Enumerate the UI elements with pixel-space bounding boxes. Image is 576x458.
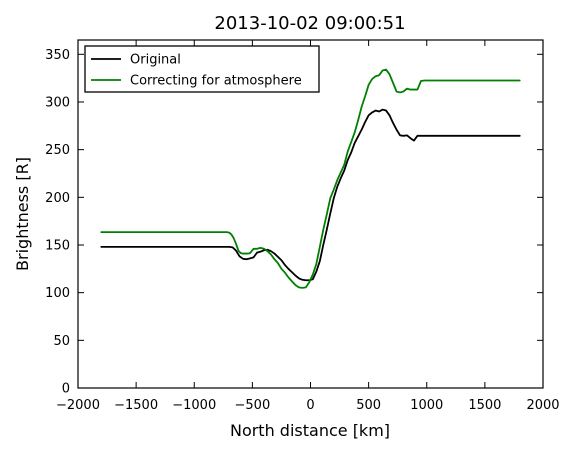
y-tick-label: 0 — [62, 382, 70, 397]
legend-label-correcting-for-atmosphere: Correcting for atmosphere — [130, 74, 302, 89]
x-tick-label: −1500 — [114, 398, 158, 413]
plot-frame — [77, 39, 544, 389]
y-tick-label: 300 — [45, 95, 70, 110]
x-tick-label: 1500 — [468, 398, 501, 413]
series-line-original — [100, 108, 521, 282]
y-tick-label: 150 — [45, 238, 70, 253]
x-tick-label: −1000 — [172, 398, 216, 413]
y-tick-label: 50 — [53, 334, 70, 349]
y-tick-label: 350 — [45, 48, 70, 63]
ticks-layer: −2000 −1500 −1000 −500 0 500 1000 1500 2000 0 50 10… — [45, 40, 560, 413]
series-layer — [100, 68, 521, 289]
x-tick-label: 500 — [356, 398, 381, 413]
y-tick-label: 200 — [45, 191, 70, 206]
legend: Original Correcting for atmosphere — [84, 45, 320, 93]
legend-box — [84, 45, 320, 93]
x-tick-label: −500 — [235, 398, 271, 413]
x-tick-label: −2000 — [56, 398, 100, 413]
y-axis-label: Brightness [R] — [13, 157, 32, 271]
series-line-correcting-for-atmosphere — [100, 68, 521, 289]
x-tick-label: 1000 — [410, 398, 443, 413]
y-tick-label: 250 — [45, 143, 70, 158]
legend-label-original: Original — [130, 53, 181, 68]
chart-title: 2013-10-02 09:00:51 — [214, 13, 405, 34]
x-tick-label: 0 — [306, 398, 314, 413]
x-tick-label: 2000 — [526, 398, 559, 413]
y-tick-label: 100 — [45, 286, 70, 301]
x-axis-label: North distance [km] — [230, 421, 390, 440]
